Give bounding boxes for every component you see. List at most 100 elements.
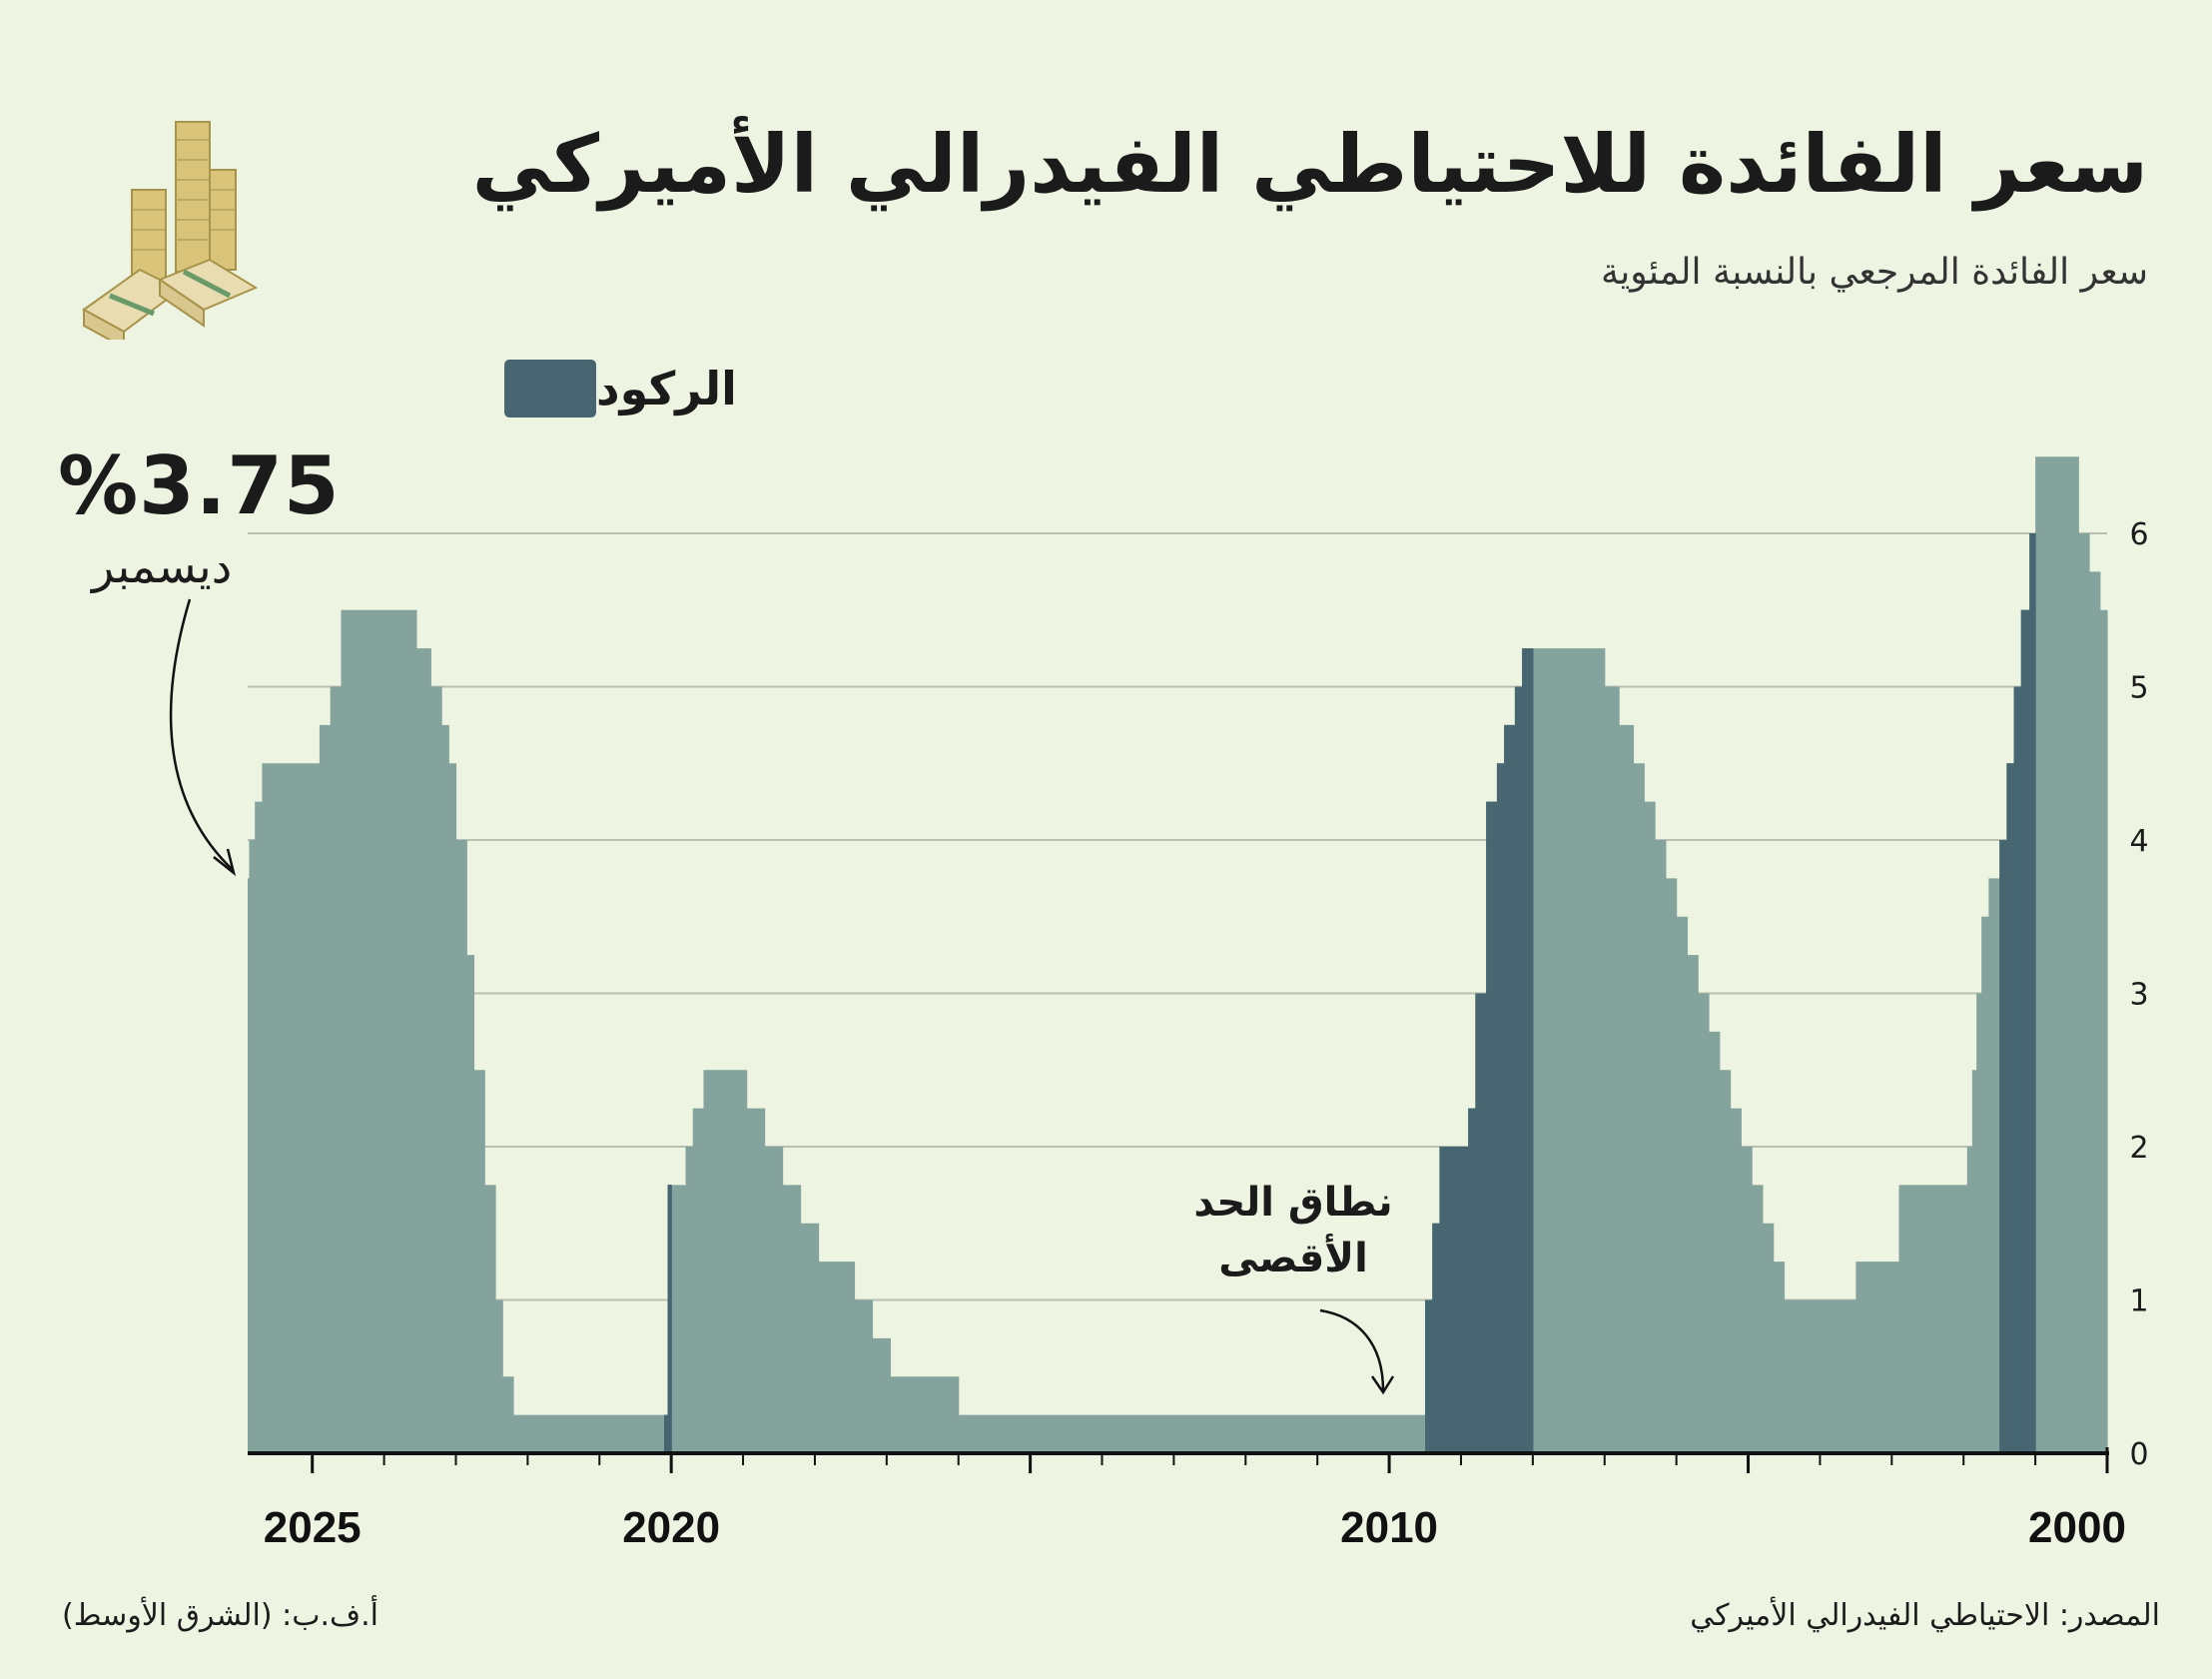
rate-step-bar [495, 1299, 503, 1453]
recession-slice [1525, 648, 1529, 1453]
recession-slice [1460, 1147, 1464, 1453]
rate-step-bar [473, 1070, 485, 1453]
rate-step-bar [1971, 1070, 1977, 1453]
recession-slice [1448, 1147, 1451, 1453]
rate-step-bar [466, 955, 475, 1453]
latest-rate-value: %3.75 [58, 439, 341, 532]
recession-slice [1496, 763, 1500, 1453]
legend: الركود [504, 360, 755, 418]
x-tick-label: 2025 [264, 1503, 362, 1552]
rate-step-bar [667, 1185, 687, 1453]
rate-step-bar [430, 686, 442, 1453]
rate-step-bar [1719, 1070, 1732, 1453]
y-tick-label: 2 [2129, 1131, 2148, 1166]
rate-step-bar [685, 1147, 694, 1453]
recession-slice [1514, 686, 1518, 1453]
recession-slice [1478, 993, 1482, 1453]
rate-step-bar [800, 1223, 820, 1453]
recession-slice [1531, 648, 1534, 1453]
rate-step-bar [1855, 1261, 1900, 1453]
rate-step-bar [1687, 955, 1699, 1453]
recession-slice [1511, 724, 1514, 1453]
callout-arrow-head [213, 848, 237, 877]
rate-step-bar [1709, 1031, 1721, 1453]
recession-slice [1437, 1223, 1441, 1453]
callout-arrow [169, 598, 233, 870]
rate-step-bar [415, 648, 431, 1453]
rate-step-bar [1762, 1223, 1775, 1453]
chart-subtitle: سعر الفائدة المرجعي بالنسبة المئوية [1600, 252, 2148, 293]
recession-slice [1473, 1108, 1476, 1453]
recession-slice [1435, 1223, 1439, 1453]
recession-slice [1522, 648, 1525, 1453]
recession-slice [1459, 1147, 1462, 1453]
y-tick-label: 6 [2129, 517, 2148, 552]
rate-step-bar [1644, 801, 1656, 1453]
rate-step-bar [782, 1185, 802, 1453]
rate-step-bar [746, 1108, 766, 1453]
credit-note: أ.ف.ب: (الشرق الأوسط) [62, 1598, 378, 1633]
rate-step-bar [890, 1376, 960, 1453]
rate-step-bar [1773, 1261, 1786, 1453]
y-tick-label: 3 [2129, 978, 2148, 1013]
zlb-annotation-line2: الأقصى [1218, 1236, 1368, 1281]
recession-slice [1529, 648, 1532, 1453]
recession-slice [1475, 993, 1478, 1453]
x-axis-labels: 2025 2020 2010 2000 [264, 1503, 2126, 1552]
recession-slice [1484, 993, 1487, 1453]
recession-slice [1513, 724, 1516, 1453]
zlb-arrow [1319, 1308, 1385, 1391]
recession-slice [1426, 1299, 1430, 1453]
recession-slice [1505, 724, 1509, 1453]
rate-step-bar [513, 1414, 669, 1453]
recession-slice [1500, 763, 1503, 1453]
rate-step-bar [341, 609, 417, 1453]
recession-slice [1428, 1299, 1432, 1453]
recession-slice [1450, 1147, 1453, 1453]
rate-step-bar [319, 724, 332, 1453]
rate-step-bar [1604, 686, 1620, 1453]
x-tick-label: 2020 [622, 1503, 720, 1552]
recession-slice [1495, 801, 1498, 1453]
money-stacks-icon [82, 121, 259, 340]
recession-slice [1502, 763, 1505, 1453]
rate-area-layer [248, 456, 2108, 1453]
rate-step-bar [2099, 609, 2108, 1453]
recession-slice [1509, 724, 1512, 1453]
x-axis [248, 1447, 2109, 1473]
recession-slice [1451, 1147, 1455, 1453]
recession-slice [1480, 993, 1484, 1453]
rate-step-bar [764, 1147, 784, 1453]
recession-slice [1489, 801, 1493, 1453]
legend-swatch-recession [504, 360, 596, 418]
rate-step-bar [703, 1070, 748, 1453]
rate-step-bar [255, 801, 263, 1453]
recession-slice [1464, 1147, 1467, 1453]
rate-step-bar [692, 1108, 705, 1453]
recession-slice [1468, 1108, 1471, 1453]
rate-step-bar [818, 1261, 856, 1453]
rate-step-bar [1976, 993, 1982, 1453]
recession-slice [1439, 1147, 1442, 1453]
rate-step-bar [1522, 648, 1606, 1453]
rate-step-bar [1741, 1147, 1753, 1453]
rate-step-bar [1633, 763, 1645, 1453]
latest-rate-month: ديسمبر [92, 539, 233, 593]
recession-slice [1455, 1147, 1458, 1453]
rate-step-bar [2078, 533, 2090, 1453]
rate-step-bar [1981, 916, 1989, 1453]
recession-slice [1523, 648, 1527, 1453]
recession-slice [1504, 724, 1507, 1453]
recession-slice [1487, 801, 1491, 1453]
recession-slice [1432, 1223, 1435, 1453]
recession-slice [1520, 686, 1523, 1453]
rate-step-bar [1698, 993, 1710, 1453]
y-tick-label: 5 [2129, 671, 2148, 706]
recession-slice [1527, 648, 1530, 1453]
chart-title: سعر الفائدة للاحتياطي الفيدرالي الأميركي [471, 118, 2148, 211]
rate-step-bar [1752, 1185, 1764, 1453]
recession-slice [1469, 1108, 1473, 1453]
recession-slice [1507, 724, 1511, 1453]
x-tick-label: 2000 [2028, 1503, 2126, 1552]
